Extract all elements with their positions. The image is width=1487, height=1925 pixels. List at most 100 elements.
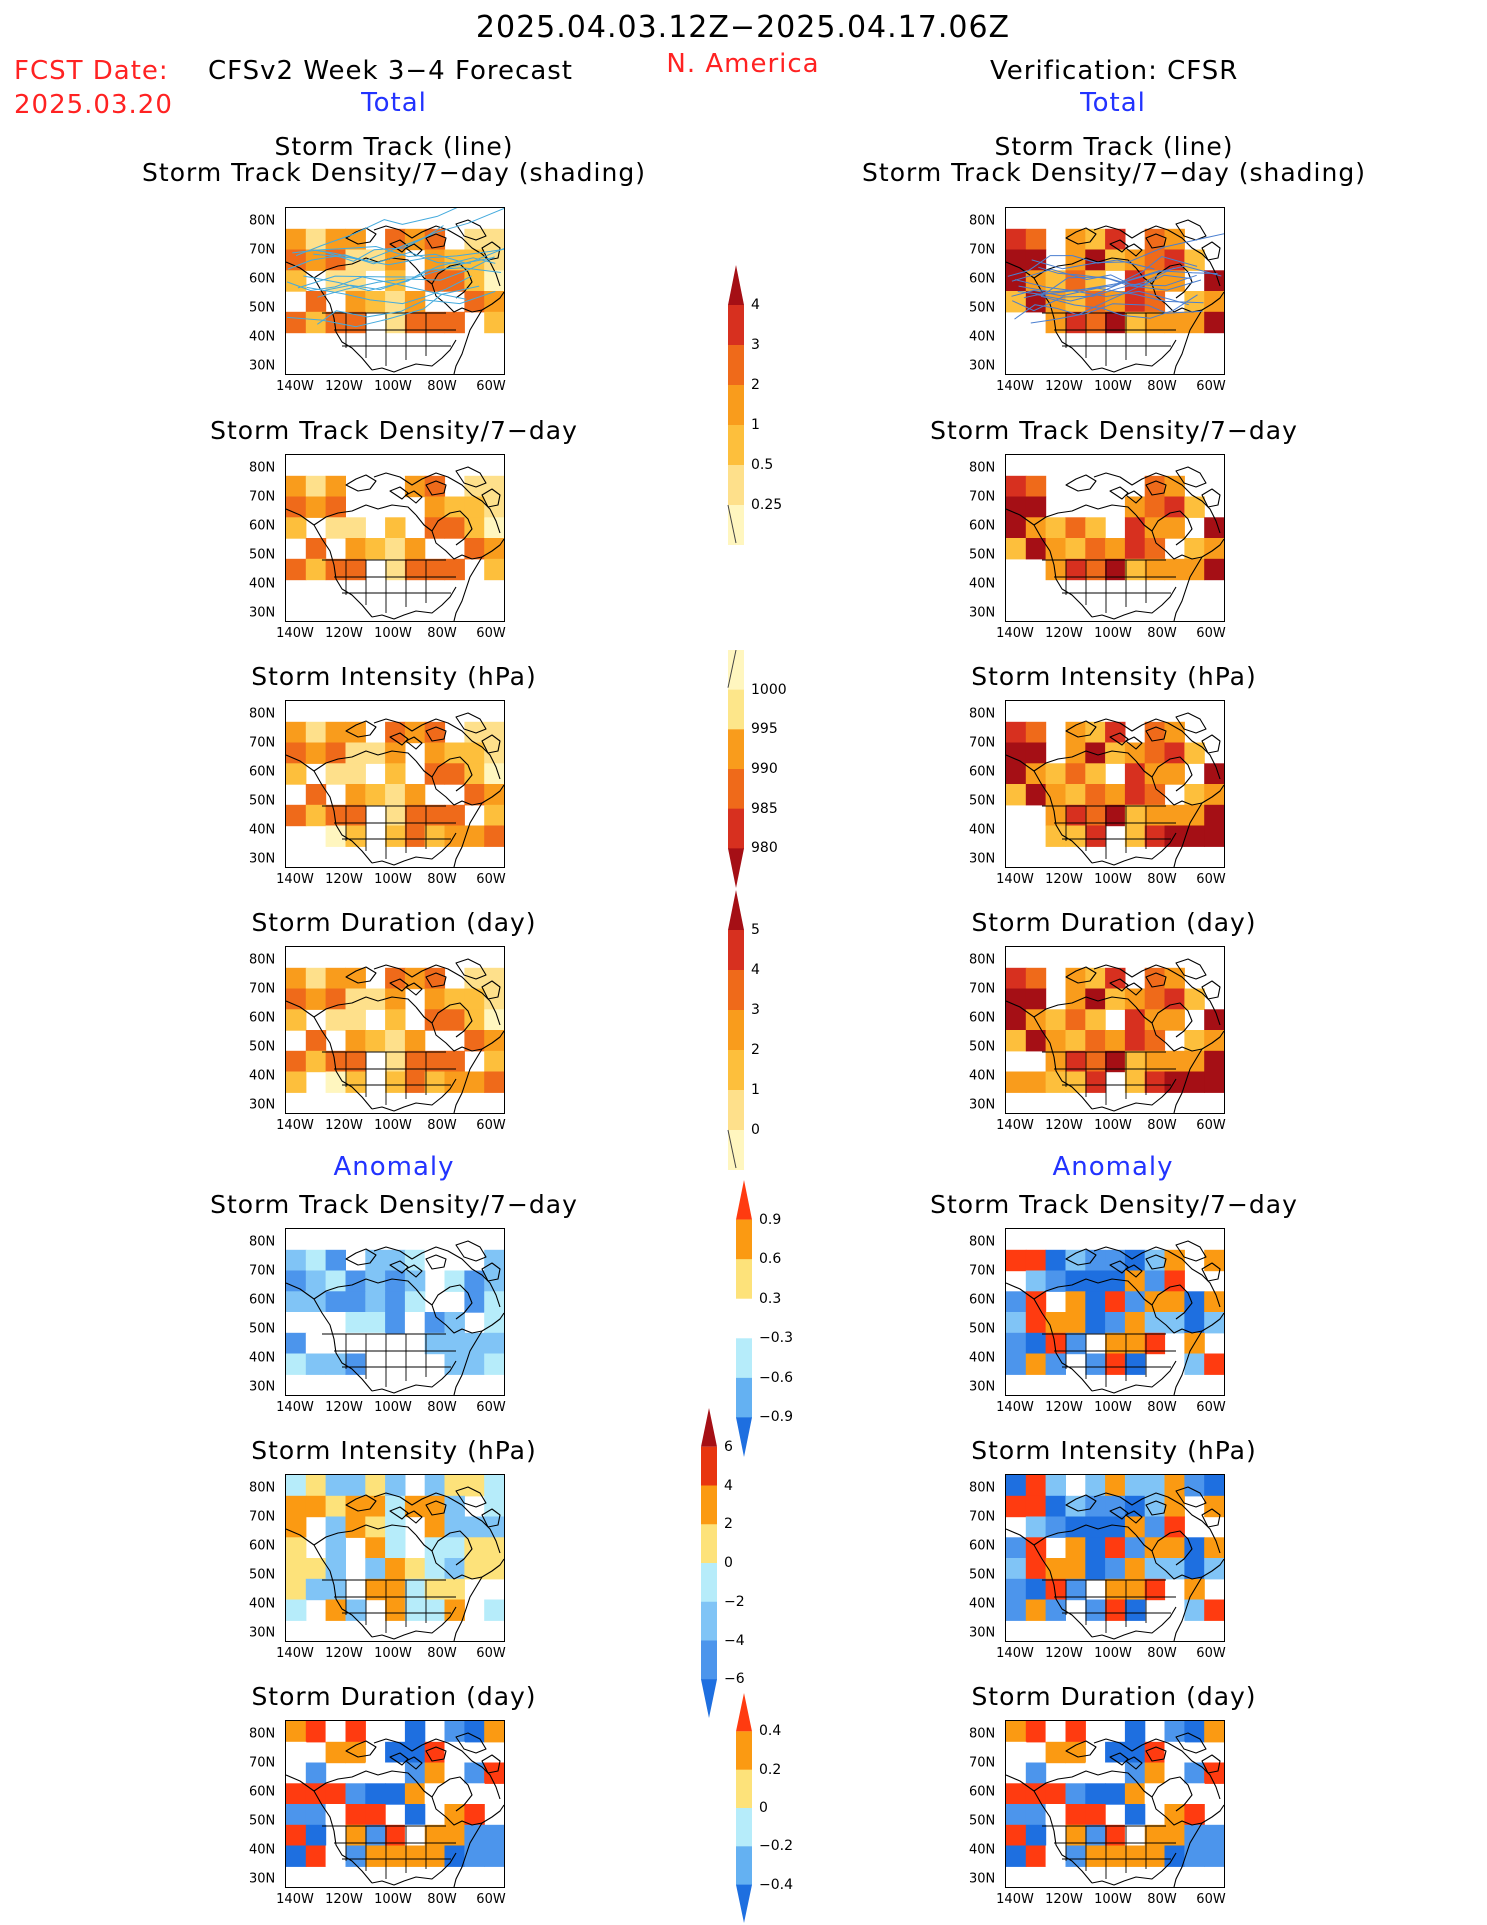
colorbar-label: 6 [724,1438,733,1455]
lat-tick-label: 80N [969,1480,996,1496]
coastline [453,1576,483,1641]
lon-tick-label: 120W [1045,379,1083,394]
lat-tick-label: 50N [969,1039,996,1055]
coastline [1145,726,1167,742]
coastline [1033,504,1137,526]
colorbar-label: 985 [751,800,778,817]
left-total-label: Total [361,88,427,118]
lat-tick-label: 30N [969,851,996,867]
lat-tick-label: 60N [969,518,996,534]
coastline [415,1534,504,1580]
lat-tick-label: 60N [969,1010,996,1026]
colorbar-label: −0.3 [759,1330,793,1347]
lat-tick-label: 60N [249,1010,276,1026]
coastline [345,720,377,738]
colorbar-label: 990 [751,761,778,777]
colorbar-swatch [701,1485,717,1525]
verification-title: Verification: CFSR [990,56,1239,86]
coastline [405,1510,423,1524]
coastline [415,760,504,806]
lon-tick-label: 80W [1147,626,1177,641]
coastline [1091,1078,1177,1112]
lat-tick-label: 30N [249,358,276,374]
coastline [431,1284,473,1320]
lon-tick-label: 140W [996,872,1034,887]
lon-tick-label: 80W [1147,1400,1177,1415]
map-panel-left-2 [285,454,505,622]
lat-tick-label: 60N [969,271,996,287]
lat-tick-label: 50N [249,1567,276,1583]
lat-tick-label: 80N [249,1480,276,1496]
colorbar-swatch [701,1446,717,1486]
colorbar-swatch [736,1338,752,1379]
storm-track-line [295,208,458,257]
lat-tick-label: 60N [969,1538,996,1554]
coastline [373,472,501,534]
coastline [1135,1534,1224,1580]
coastline [1125,1264,1143,1278]
storm-track-line [287,285,480,328]
coastline [1201,1262,1221,1282]
map-panel-left-5 [285,1228,505,1396]
lat-tick-label: 30N [249,851,276,867]
coastline [1151,1284,1193,1320]
colorbar-swatch [728,1050,744,1091]
lat-tick-label: 70N [969,1263,996,1279]
coastline [405,1756,423,1770]
coastline [453,556,483,621]
lon-tick-label: 60W [476,1400,506,1415]
colorbar-label: −0.4 [759,1876,793,1893]
colorbar-label: 0 [759,1800,768,1816]
lon-tick-label: 100W [374,626,412,641]
lon-tick-label: 100W [1094,1646,1132,1661]
storm-track-line [1038,266,1202,291]
coastline [1145,1254,1167,1270]
coastline [455,219,487,241]
storm-track-line [303,267,502,292]
panel-title: Storm Intensity (hPa) [251,662,537,691]
coastline [286,1774,373,1884]
coastline [371,1078,457,1112]
colorbar-intensity [727,650,745,888]
coastline [286,261,373,371]
coastline [313,1278,417,1300]
colorbar-label: 0.25 [751,497,783,513]
coastline [431,510,473,546]
coastline [371,339,457,373]
coastline [455,1732,487,1754]
coastline [415,267,504,313]
lon-tick-label: 80W [427,1646,457,1661]
colorbar-swatch [728,650,744,691]
lat-tick-label: 60N [969,764,996,780]
coastline [1033,257,1137,279]
lat-tick-label: 40N [249,1068,276,1084]
coastline [1135,1288,1224,1334]
coastline [1175,219,1207,241]
lat-tick-label: 60N [969,1292,996,1308]
lat-tick-label: 80N [249,952,276,968]
coastline [1006,1774,1093,1884]
lon-tick-label: 100W [374,1892,412,1907]
colorbar-tail [727,1129,737,1169]
lat-tick-label: 40N [969,822,996,838]
coastline [1125,1756,1143,1770]
panel-subtitle: Storm Track Density/7−day (shading) [142,158,646,187]
coastline [431,1002,473,1038]
coastline [1091,586,1177,620]
coastline [313,1770,417,1792]
colorbar-duration [727,890,745,1170]
lon-tick-label: 120W [1045,1400,1083,1415]
colorbar-label: 1 [751,1082,760,1098]
lon-tick-label: 100W [374,872,412,887]
coastline [405,490,423,504]
coastline [1175,958,1207,980]
lat-tick-label: 70N [249,981,276,997]
lat-tick-label: 80N [969,460,996,476]
coastline [1175,1240,1207,1262]
coastline [286,1000,373,1110]
lat-tick-label: 30N [969,1625,996,1641]
lat-tick-label: 70N [969,489,996,505]
lon-tick-label: 80W [1147,379,1177,394]
coastline [1091,339,1177,373]
region-title: N. America [666,49,820,79]
